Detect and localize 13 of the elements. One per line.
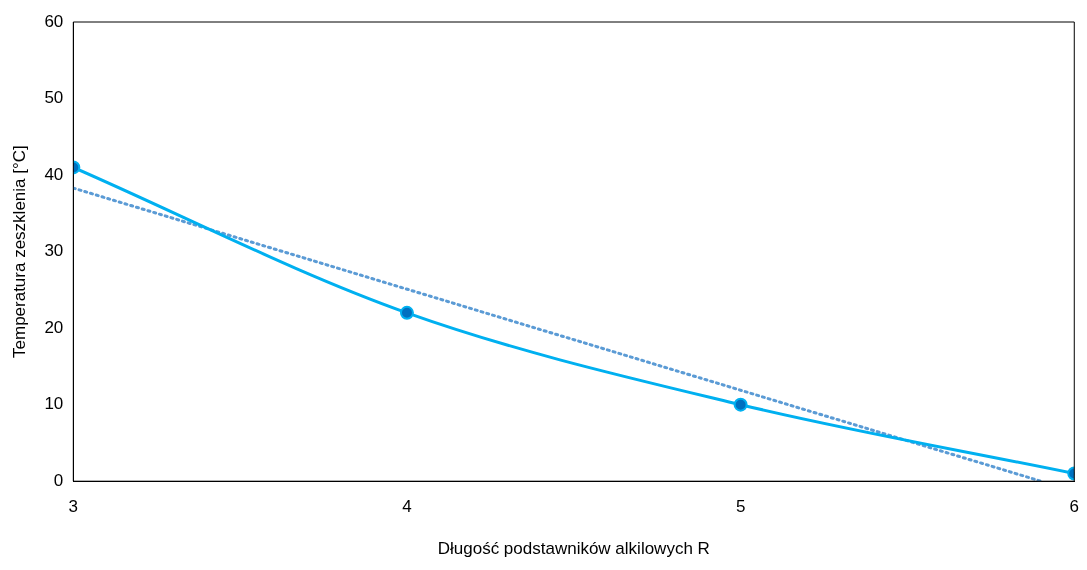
x-axis-title: Długość podstawników alkilowych R <box>437 539 710 559</box>
x-tick-label: 5 <box>735 497 746 517</box>
x-tick-label: 4 <box>402 497 412 517</box>
y-tick-label: 30 <box>44 241 64 261</box>
y-tick-label: 50 <box>44 88 64 108</box>
y-tick-label: 40 <box>44 164 64 184</box>
y-tick-label: 10 <box>44 394 64 414</box>
y-tick-label: 20 <box>44 317 64 337</box>
x-tick-label: 3 <box>68 497 79 517</box>
y-tick-label: 0 <box>53 470 64 490</box>
y-axis-title: Temperatura zeszklenia [°C] <box>9 145 29 358</box>
y-tick-label: 60 <box>44 11 64 31</box>
x-tick-label: 6 <box>1069 497 1080 517</box>
